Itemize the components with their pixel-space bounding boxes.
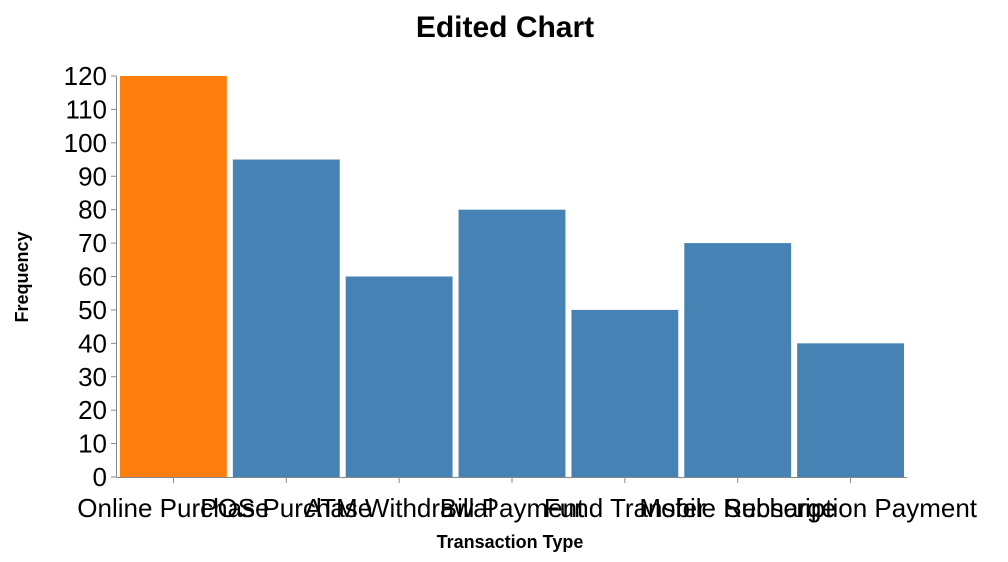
x-axis-title: Transaction Type: [437, 532, 584, 552]
x-tick-label: POS Purchase: [200, 493, 372, 523]
y-axis-title: Frequency: [12, 231, 32, 322]
y-tick-label: 30: [78, 362, 107, 392]
x-tick-label: Bill Payment: [440, 493, 585, 523]
x-tick-label: Fund Transfer: [544, 493, 706, 523]
bar[interactable]: Bill Payment: 80: [458, 209, 566, 477]
y-tick-label: 110: [66, 94, 107, 124]
x-tick-label: Mobile Recharge: [639, 493, 836, 523]
bars: Online Purchase: 120POS Purchase: 95ATM …: [120, 76, 904, 477]
y-tick-label: 120: [64, 61, 107, 91]
bar[interactable]: Online Purchase: 120: [120, 76, 227, 477]
x-tick-label: ATM Withdrawal: [305, 493, 494, 523]
bar[interactable]: POS Purchase: 95: [232, 159, 340, 477]
chart-title: Edited Chart: [416, 11, 594, 44]
y-tick-label: 80: [78, 195, 107, 225]
y-tick-label: 0: [93, 462, 107, 492]
y-tick-label: 10: [78, 429, 107, 459]
bar[interactable]: Fund Transfer: 50: [571, 309, 679, 477]
y-tick-label: 40: [78, 328, 107, 358]
x-tick-label: Subscription Payment: [724, 493, 978, 523]
y-tick-label: 70: [78, 228, 107, 258]
bar[interactable]: ATM Withdrawal: 60: [345, 276, 453, 478]
y-tick-label: 100: [64, 128, 107, 158]
y-tick-label: 90: [78, 161, 107, 191]
x-tick-label: Online Purchase: [77, 493, 269, 523]
y-tick-label: 50: [78, 295, 107, 325]
bar[interactable]: Subscription Payment: 40: [797, 343, 904, 477]
y-tick-label: 20: [78, 395, 107, 425]
bar[interactable]: Mobile Recharge: 70: [684, 243, 792, 477]
y-tick-label: 60: [78, 262, 107, 292]
